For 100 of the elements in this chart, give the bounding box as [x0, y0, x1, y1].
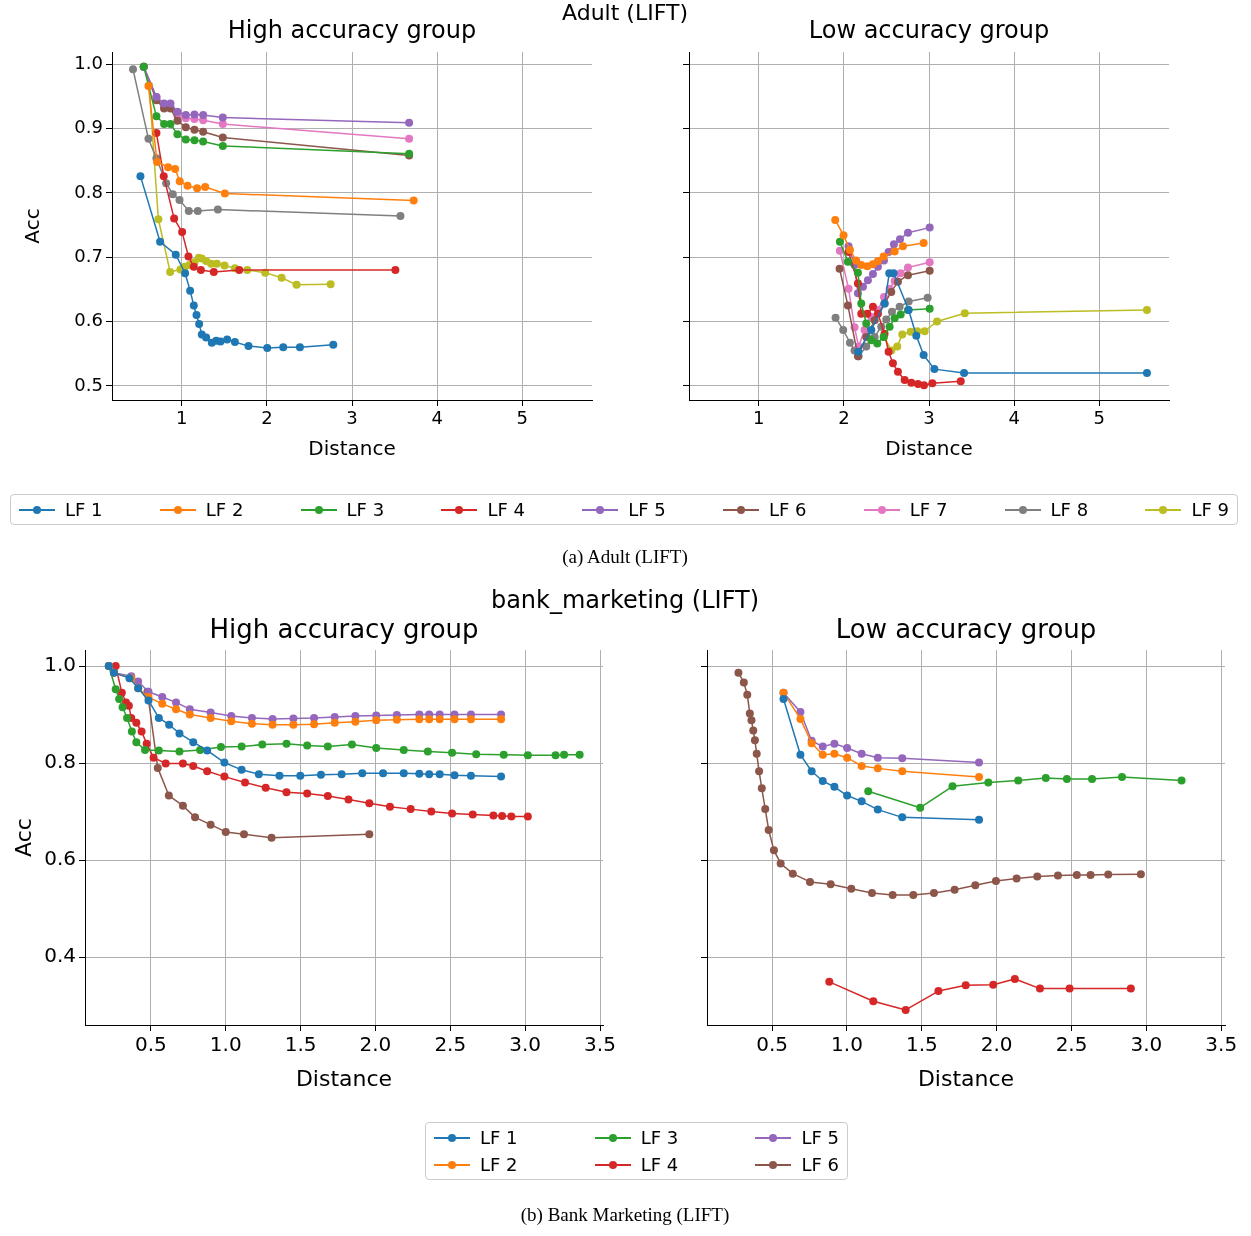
point	[127, 727, 136, 736]
point	[885, 322, 894, 331]
point	[261, 783, 270, 792]
point	[230, 338, 239, 347]
point	[867, 889, 876, 898]
point	[220, 772, 229, 781]
point	[295, 343, 304, 352]
point	[830, 739, 839, 748]
legend-label: LF 1	[480, 1127, 518, 1148]
point	[144, 134, 153, 143]
point	[749, 726, 758, 735]
point	[189, 262, 198, 271]
point	[173, 107, 182, 116]
point	[193, 206, 202, 215]
chart-title: Low accuracy group	[835, 614, 1097, 644]
point	[263, 343, 272, 352]
point	[948, 782, 957, 791]
point	[898, 754, 907, 763]
point	[1088, 775, 1097, 784]
point	[888, 359, 897, 368]
point	[448, 809, 457, 818]
point	[351, 717, 360, 726]
point	[839, 231, 848, 240]
point	[857, 749, 866, 758]
point	[896, 310, 905, 319]
point	[1072, 871, 1081, 880]
point	[551, 751, 560, 760]
point	[929, 889, 938, 898]
point	[807, 767, 816, 776]
point	[752, 749, 761, 758]
point	[347, 740, 356, 749]
point	[165, 720, 174, 729]
legend-label: LF 3	[640, 1127, 679, 1148]
point	[497, 715, 506, 724]
point	[903, 271, 912, 280]
point	[497, 772, 506, 781]
point	[523, 812, 532, 821]
point	[739, 678, 748, 687]
point	[898, 330, 907, 339]
point	[1086, 871, 1095, 880]
point	[472, 750, 481, 759]
point	[235, 266, 244, 275]
point	[755, 767, 764, 776]
point	[178, 801, 187, 810]
point	[867, 336, 876, 345]
point	[864, 787, 873, 796]
point	[818, 750, 827, 759]
y-tick-label: 0.6	[44, 846, 76, 871]
point	[189, 761, 198, 770]
y-tick-label: 0.8	[74, 180, 103, 202]
point	[132, 718, 141, 727]
point	[873, 753, 882, 762]
point	[933, 317, 941, 326]
point	[423, 747, 432, 756]
point	[209, 267, 218, 276]
point	[241, 778, 250, 787]
legend-label: LF 2	[480, 1154, 518, 1175]
y-axis-title: Acc	[10, 818, 36, 857]
point	[247, 719, 256, 728]
point	[137, 727, 146, 736]
point	[218, 113, 227, 122]
point	[275, 771, 284, 780]
point	[882, 315, 891, 324]
point	[206, 820, 215, 829]
point	[171, 165, 180, 174]
point	[372, 716, 381, 725]
point	[258, 740, 267, 749]
point	[154, 746, 163, 755]
point	[206, 713, 215, 722]
point	[425, 715, 434, 724]
y-tick-label: 0.5	[74, 373, 103, 395]
point	[869, 997, 878, 1006]
legend-label: LF 3	[346, 499, 385, 520]
point	[448, 748, 457, 757]
point	[184, 206, 193, 215]
point	[166, 99, 175, 108]
point	[468, 810, 477, 819]
point	[223, 335, 232, 344]
point	[839, 325, 848, 334]
point	[788, 869, 797, 878]
point	[747, 716, 756, 725]
text: Adult (LIFT)	[562, 0, 688, 25]
point	[843, 753, 852, 762]
point	[890, 247, 899, 256]
point	[303, 741, 312, 750]
point	[847, 884, 856, 893]
x-tick-label: 0.5	[134, 1032, 167, 1057]
point	[889, 240, 898, 249]
point	[818, 742, 827, 751]
point	[365, 799, 374, 808]
y-tick-label: 0.8	[44, 749, 76, 774]
point	[392, 715, 401, 724]
point	[154, 215, 163, 224]
point	[835, 237, 844, 246]
point	[396, 212, 405, 221]
legend-label: LF 7	[909, 499, 948, 520]
point	[213, 205, 222, 214]
point	[912, 331, 921, 340]
point	[218, 141, 227, 150]
point	[1136, 870, 1145, 879]
